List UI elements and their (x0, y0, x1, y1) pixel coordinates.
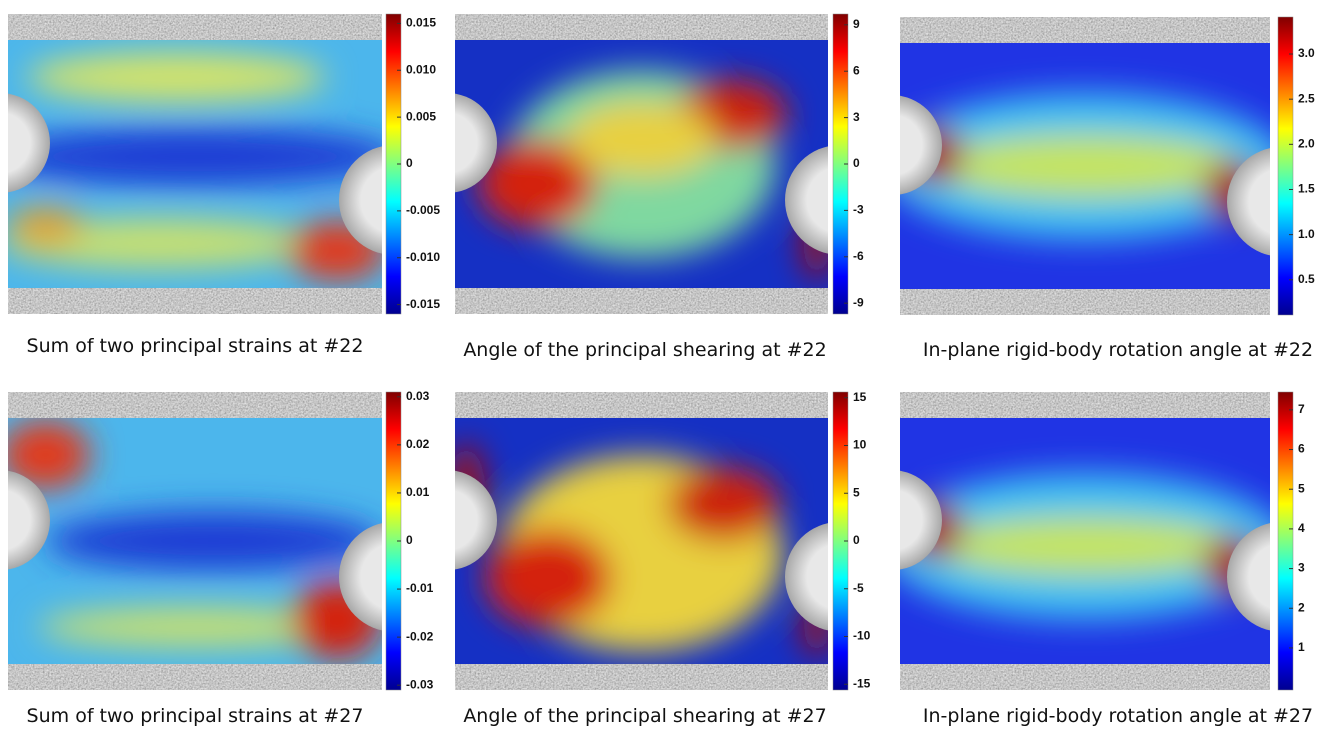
colorbar-tick-label: 1.0 (1298, 227, 1315, 241)
caption: In-plane rigid-body rotation angle at #2… (923, 339, 1313, 361)
heat-blob (929, 134, 1241, 198)
colorbar-tick-label: 0 (853, 533, 860, 547)
hole-left (455, 93, 497, 193)
colorbar-tick-label: 9 (853, 17, 860, 31)
hole-right (339, 146, 382, 254)
heat-blob (8, 126, 382, 187)
heat-map (900, 43, 1270, 289)
caption: Angle of the principal shearing at #22 (463, 339, 826, 361)
hole-right (785, 146, 828, 254)
caption: Angle of the principal shearing at #27 (463, 705, 826, 727)
hole-left (900, 95, 942, 195)
caption: In-plane rigid-body rotation angle at #2… (923, 705, 1313, 727)
colorbar-tick-label: 4 (1298, 521, 1305, 535)
field-image (900, 17, 1270, 315)
hole-right (785, 523, 828, 631)
caption: Sum of two principal strains at #27 (27, 705, 364, 727)
heat-map (8, 40, 382, 288)
field-image (8, 392, 382, 690)
colorbar-tick-label: 15 (853, 390, 867, 404)
colorbar-tick-label: -0.010 (406, 250, 440, 264)
colorbar-tick-label: 3 (853, 110, 860, 124)
colorbar (1277, 16, 1294, 316)
panel: 7 6 5 4 3 2 1 In-plane rigid-body rotation angl… (900, 391, 1313, 727)
hole-left (900, 470, 942, 570)
colorbar-tick-label: 2.5 (1298, 91, 1315, 105)
heat-blob (477, 139, 597, 229)
panel: 0.03 0.02 0.01 0 -0.01 -0.02 -0.03 Sum of two p… (8, 389, 434, 727)
colorbar-tick-label: 2.0 (1298, 136, 1315, 150)
hole-left (455, 470, 497, 570)
hole-left (8, 470, 50, 570)
colorbar-tick-label: -10 (853, 629, 871, 643)
heat-blob (667, 467, 780, 541)
panel: 0.015 0.010 0.005 0 -0.005 -0.010 -0.015 Sum of… (8, 13, 440, 357)
colorbar-tick-label: 0.5 (1298, 272, 1315, 286)
heat-map (8, 418, 382, 664)
heat-map (455, 40, 828, 288)
heat-blob (8, 206, 83, 246)
colorbar-tick-label: -3 (853, 203, 864, 217)
colorbar-tick-label: -0.02 (406, 629, 434, 643)
colorbar-tick-label: 6 (853, 63, 860, 77)
colorbar-tick-label: 7 (1298, 402, 1305, 416)
panel: 3.0 2.5 2.0 1.5 1.0 0.5 In-plane rigid-body ro… (900, 16, 1315, 361)
panel: 15 10 5 0 -5 -10 -15 Angle of the principal she… (455, 390, 871, 727)
heat-blob (566, 102, 717, 177)
heat-blob (8, 420, 91, 490)
heat-blobs (455, 442, 828, 657)
panel: 9 6 3 0 -3 -6 -9 Angle of the principal shearin… (455, 13, 864, 361)
colorbar-tick-label: -6 (853, 249, 864, 263)
colorbar-tick-label: 1 (1298, 640, 1305, 654)
colorbar-tick-label: 3.0 (1298, 46, 1315, 60)
field-image (455, 14, 828, 314)
colorbar-tick-label: 0 (406, 156, 413, 170)
caption: Sum of two principal strains at #22 (27, 335, 364, 357)
colorbar-tick-label: -0.01 (406, 581, 434, 595)
heat-blob (929, 516, 1241, 576)
field-image (455, 392, 828, 690)
colorbar-tick-label: 5 (1298, 481, 1305, 495)
colorbar-tick-label: 0.03 (406, 389, 430, 403)
colorbar-tick-label: -0.03 (406, 677, 434, 691)
colorbar-tick-label: 10 (853, 438, 867, 452)
heat-blob (45, 511, 382, 571)
colorbar-tick-label: -5 (853, 581, 864, 595)
colorbar-tick-label: -9 (853, 295, 864, 309)
colorbar-tick-label: 0.02 (406, 437, 430, 451)
heat-blobs (900, 472, 1270, 620)
heat-blob (8, 218, 315, 269)
colorbar-tick-label: 0.01 (406, 485, 430, 499)
heat-blobs (8, 420, 382, 660)
colorbar-tick-label: 0.005 (406, 109, 436, 123)
colorbar-tick-label: 0 (853, 156, 860, 170)
field-image (8, 14, 382, 314)
colorbar-tick-label: 2 (1298, 600, 1305, 614)
hole-right (1227, 148, 1270, 256)
heat-blobs (8, 52, 382, 281)
colorbar-tick-label: 0.010 (406, 62, 436, 76)
hole-left (8, 93, 50, 193)
colorbar (1277, 391, 1294, 691)
heat-blobs (900, 92, 1270, 240)
hole-right (339, 523, 382, 631)
colorbar-tick-label: -0.015 (406, 297, 440, 311)
heat-blob (37, 607, 353, 647)
colorbar-tick-label: 1.5 (1298, 182, 1315, 196)
field-image (900, 392, 1270, 690)
heat-map (900, 418, 1270, 664)
colorbar-tick-label: 5 (853, 485, 860, 499)
heat-map (455, 418, 828, 664)
colorbar-tick-label: -0.005 (406, 203, 440, 217)
colorbar-tick-label: 3 (1298, 561, 1305, 575)
heat-blob (484, 528, 612, 628)
colorbar-tick-label: -15 (853, 676, 871, 690)
colorbar-tick-label: 0.015 (406, 16, 436, 30)
hole-right (1227, 523, 1270, 631)
colorbar-tick-label: 0 (406, 533, 413, 547)
heat-blob (26, 52, 326, 102)
colorbar-tick-label: 6 (1298, 442, 1305, 456)
